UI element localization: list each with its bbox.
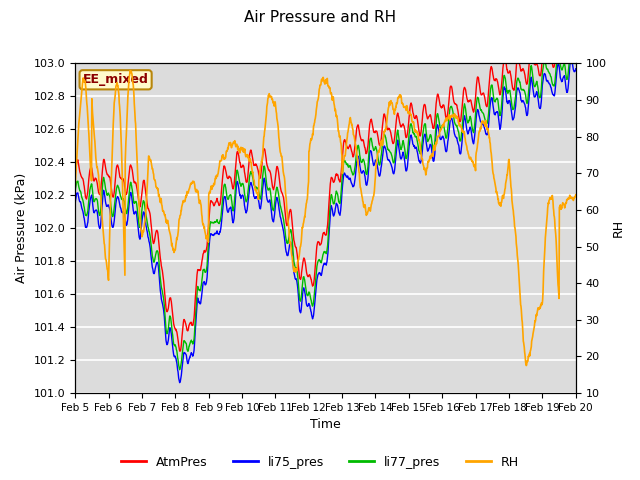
Y-axis label: Air Pressure (kPa): Air Pressure (kPa) (15, 173, 28, 283)
Text: EE_mixed: EE_mixed (83, 73, 148, 86)
Text: Air Pressure and RH: Air Pressure and RH (244, 10, 396, 24)
Legend: AtmPres, li75_pres, li77_pres, RH: AtmPres, li75_pres, li77_pres, RH (116, 451, 524, 474)
X-axis label: Time: Time (310, 419, 341, 432)
Y-axis label: RH: RH (612, 219, 625, 237)
